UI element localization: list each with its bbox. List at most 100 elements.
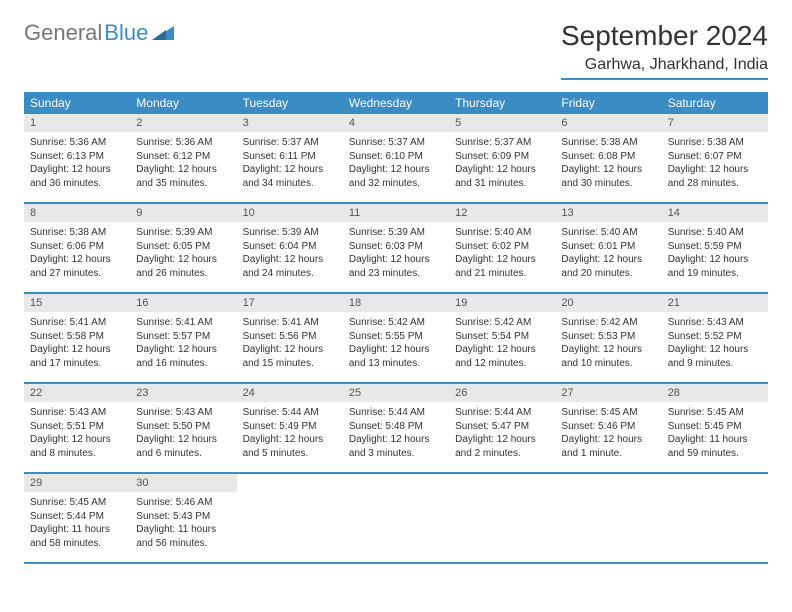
day-number-cell: 27: [555, 383, 661, 402]
day-cell: Sunrise: 5:39 AMSunset: 6:03 PMDaylight:…: [343, 222, 449, 293]
day-cell: Sunrise: 5:37 AMSunset: 6:11 PMDaylight:…: [237, 132, 343, 203]
day-content: Sunrise: 5:37 AMSunset: 6:10 PMDaylight:…: [343, 132, 449, 202]
day-number-cell: 26: [449, 383, 555, 402]
day-number-cell: [662, 473, 768, 492]
day-number-row: 15161718192021: [24, 293, 768, 312]
day-number-cell: 6: [555, 114, 661, 132]
day-number-cell: 30: [130, 473, 236, 492]
day-number-cell: 5: [449, 114, 555, 132]
day-cell: [449, 492, 555, 563]
day-header-cell: Thursday: [449, 92, 555, 114]
day-number-cell: 28: [662, 383, 768, 402]
day-number-cell: 25: [343, 383, 449, 402]
day-cell: Sunrise: 5:41 AMSunset: 5:58 PMDaylight:…: [24, 312, 130, 383]
header: GeneralBlue September 2024 Garhwa, Jhark…: [24, 20, 768, 80]
day-number-cell: 3: [237, 114, 343, 132]
day-number-cell: 4: [343, 114, 449, 132]
day-number-cell: 21: [662, 293, 768, 312]
day-cell: Sunrise: 5:38 AMSunset: 6:07 PMDaylight:…: [662, 132, 768, 203]
day-cell: Sunrise: 5:37 AMSunset: 6:10 PMDaylight:…: [343, 132, 449, 203]
day-header-cell: Monday: [130, 92, 236, 114]
day-cell: Sunrise: 5:43 AMSunset: 5:51 PMDaylight:…: [24, 402, 130, 473]
day-number-cell: [555, 473, 661, 492]
day-content: Sunrise: 5:40 AMSunset: 5:59 PMDaylight:…: [662, 222, 768, 292]
week-content-row: Sunrise: 5:38 AMSunset: 6:06 PMDaylight:…: [24, 222, 768, 293]
day-cell: Sunrise: 5:40 AMSunset: 6:01 PMDaylight:…: [555, 222, 661, 293]
day-content: [555, 492, 661, 562]
day-content: Sunrise: 5:43 AMSunset: 5:50 PMDaylight:…: [130, 402, 236, 472]
day-number-cell: [449, 473, 555, 492]
week-content-row: Sunrise: 5:36 AMSunset: 6:13 PMDaylight:…: [24, 132, 768, 203]
day-content: Sunrise: 5:37 AMSunset: 6:09 PMDaylight:…: [449, 132, 555, 202]
calendar-table: SundayMondayTuesdayWednesdayThursdayFrid…: [24, 92, 768, 564]
day-cell: Sunrise: 5:39 AMSunset: 6:04 PMDaylight:…: [237, 222, 343, 293]
title-block: September 2024 Garhwa, Jharkhand, India: [561, 20, 768, 80]
day-content: [237, 492, 343, 562]
day-number-row: 2930: [24, 473, 768, 492]
day-number-row: 22232425262728: [24, 383, 768, 402]
day-content: Sunrise: 5:37 AMSunset: 6:11 PMDaylight:…: [237, 132, 343, 202]
day-cell: Sunrise: 5:41 AMSunset: 5:56 PMDaylight:…: [237, 312, 343, 383]
day-content: Sunrise: 5:45 AMSunset: 5:44 PMDaylight:…: [24, 492, 130, 562]
day-content: Sunrise: 5:41 AMSunset: 5:57 PMDaylight:…: [130, 312, 236, 382]
location: Garhwa, Jharkhand, India: [561, 56, 768, 80]
day-cell: Sunrise: 5:38 AMSunset: 6:06 PMDaylight:…: [24, 222, 130, 293]
day-number-row: 891011121314: [24, 203, 768, 222]
day-content: Sunrise: 5:42 AMSunset: 5:54 PMDaylight:…: [449, 312, 555, 382]
day-cell: [237, 492, 343, 563]
day-cell: Sunrise: 5:36 AMSunset: 6:13 PMDaylight:…: [24, 132, 130, 203]
day-cell: Sunrise: 5:43 AMSunset: 5:50 PMDaylight:…: [130, 402, 236, 473]
day-content: Sunrise: 5:36 AMSunset: 6:13 PMDaylight:…: [24, 132, 130, 202]
day-number-cell: 9: [130, 203, 236, 222]
day-content: Sunrise: 5:41 AMSunset: 5:58 PMDaylight:…: [24, 312, 130, 382]
day-number-cell: 16: [130, 293, 236, 312]
day-cell: Sunrise: 5:44 AMSunset: 5:48 PMDaylight:…: [343, 402, 449, 473]
day-cell: Sunrise: 5:44 AMSunset: 5:47 PMDaylight:…: [449, 402, 555, 473]
day-number-cell: 23: [130, 383, 236, 402]
day-number-cell: 7: [662, 114, 768, 132]
day-cell: Sunrise: 5:36 AMSunset: 6:12 PMDaylight:…: [130, 132, 236, 203]
day-cell: Sunrise: 5:42 AMSunset: 5:53 PMDaylight:…: [555, 312, 661, 383]
day-content: Sunrise: 5:42 AMSunset: 5:55 PMDaylight:…: [343, 312, 449, 382]
day-content: Sunrise: 5:44 AMSunset: 5:48 PMDaylight:…: [343, 402, 449, 472]
day-number-cell: 10: [237, 203, 343, 222]
logo-triangle-icon: [152, 20, 174, 46]
day-number-row: 1234567: [24, 114, 768, 132]
day-header-row: SundayMondayTuesdayWednesdayThursdayFrid…: [24, 92, 768, 114]
day-cell: Sunrise: 5:40 AMSunset: 5:59 PMDaylight:…: [662, 222, 768, 293]
day-number-cell: 17: [237, 293, 343, 312]
week-content-row: Sunrise: 5:45 AMSunset: 5:44 PMDaylight:…: [24, 492, 768, 563]
day-content: Sunrise: 5:38 AMSunset: 6:07 PMDaylight:…: [662, 132, 768, 202]
logo-text-blue: Blue: [104, 20, 148, 46]
day-header-cell: Sunday: [24, 92, 130, 114]
day-content: Sunrise: 5:45 AMSunset: 5:45 PMDaylight:…: [662, 402, 768, 472]
week-content-row: Sunrise: 5:43 AMSunset: 5:51 PMDaylight:…: [24, 402, 768, 473]
day-number-cell: 15: [24, 293, 130, 312]
day-content: Sunrise: 5:46 AMSunset: 5:43 PMDaylight:…: [130, 492, 236, 562]
day-number-cell: [237, 473, 343, 492]
day-number-cell: 20: [555, 293, 661, 312]
day-content: Sunrise: 5:44 AMSunset: 5:47 PMDaylight:…: [449, 402, 555, 472]
day-header-cell: Tuesday: [237, 92, 343, 114]
day-number-cell: 8: [24, 203, 130, 222]
day-cell: Sunrise: 5:42 AMSunset: 5:55 PMDaylight:…: [343, 312, 449, 383]
logo: GeneralBlue: [24, 20, 174, 46]
day-number-cell: 18: [343, 293, 449, 312]
day-content: [343, 492, 449, 562]
day-number-cell: 13: [555, 203, 661, 222]
day-cell: Sunrise: 5:40 AMSunset: 6:02 PMDaylight:…: [449, 222, 555, 293]
day-content: Sunrise: 5:44 AMSunset: 5:49 PMDaylight:…: [237, 402, 343, 472]
day-content: Sunrise: 5:39 AMSunset: 6:05 PMDaylight:…: [130, 222, 236, 292]
day-cell: Sunrise: 5:44 AMSunset: 5:49 PMDaylight:…: [237, 402, 343, 473]
day-cell: Sunrise: 5:46 AMSunset: 5:43 PMDaylight:…: [130, 492, 236, 563]
day-number-cell: 22: [24, 383, 130, 402]
day-content: Sunrise: 5:36 AMSunset: 6:12 PMDaylight:…: [130, 132, 236, 202]
month-title: September 2024: [561, 20, 768, 52]
day-cell: Sunrise: 5:38 AMSunset: 6:08 PMDaylight:…: [555, 132, 661, 203]
day-content: Sunrise: 5:40 AMSunset: 6:02 PMDaylight:…: [449, 222, 555, 292]
day-cell: Sunrise: 5:45 AMSunset: 5:46 PMDaylight:…: [555, 402, 661, 473]
day-cell: Sunrise: 5:43 AMSunset: 5:52 PMDaylight:…: [662, 312, 768, 383]
day-content: Sunrise: 5:39 AMSunset: 6:04 PMDaylight:…: [237, 222, 343, 292]
day-content: [449, 492, 555, 562]
day-number-cell: [343, 473, 449, 492]
